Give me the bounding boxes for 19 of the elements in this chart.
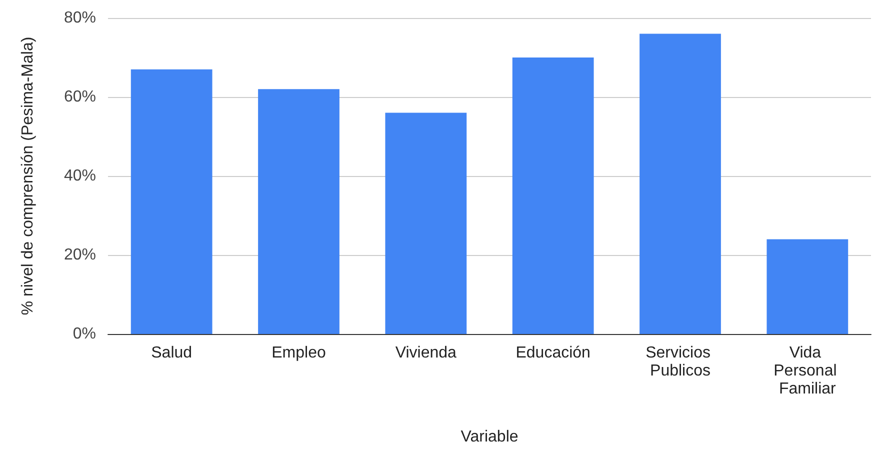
bar [766,239,848,334]
bar [385,112,467,334]
bar [640,34,721,334]
y-axis-title: % nivel de comprensión (Pesima-Mala) [20,36,36,316]
y-tick-label: 60% [64,88,96,106]
y-tick-label: 40% [64,168,96,184]
x-tick-label: Empleo [272,344,326,362]
y-tick-label: 20% [64,246,96,264]
bar [258,89,340,334]
x-tick-label: Servicios Publicos [646,344,715,380]
x-axis-title: Variable [460,428,518,446]
bar [130,69,212,334]
y-tick-label: 0% [72,326,96,342]
bar [512,58,594,334]
x-tick-label: Salud [151,344,192,362]
x-tick-label: Vivienda [395,344,457,362]
x-tick-label: Educación [516,344,590,362]
y-tick-label: 80% [64,10,96,26]
x-tick-label: Vida Personal Familiar [774,344,842,398]
